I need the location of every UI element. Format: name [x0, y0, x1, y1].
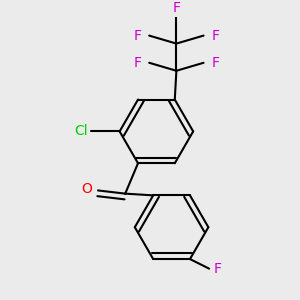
Text: F: F	[172, 2, 180, 15]
Text: F: F	[212, 56, 220, 70]
Text: F: F	[133, 28, 141, 43]
Text: O: O	[81, 182, 92, 196]
Text: F: F	[133, 56, 141, 70]
Text: F: F	[212, 28, 220, 43]
Text: F: F	[214, 262, 222, 276]
Text: Cl: Cl	[74, 124, 88, 138]
